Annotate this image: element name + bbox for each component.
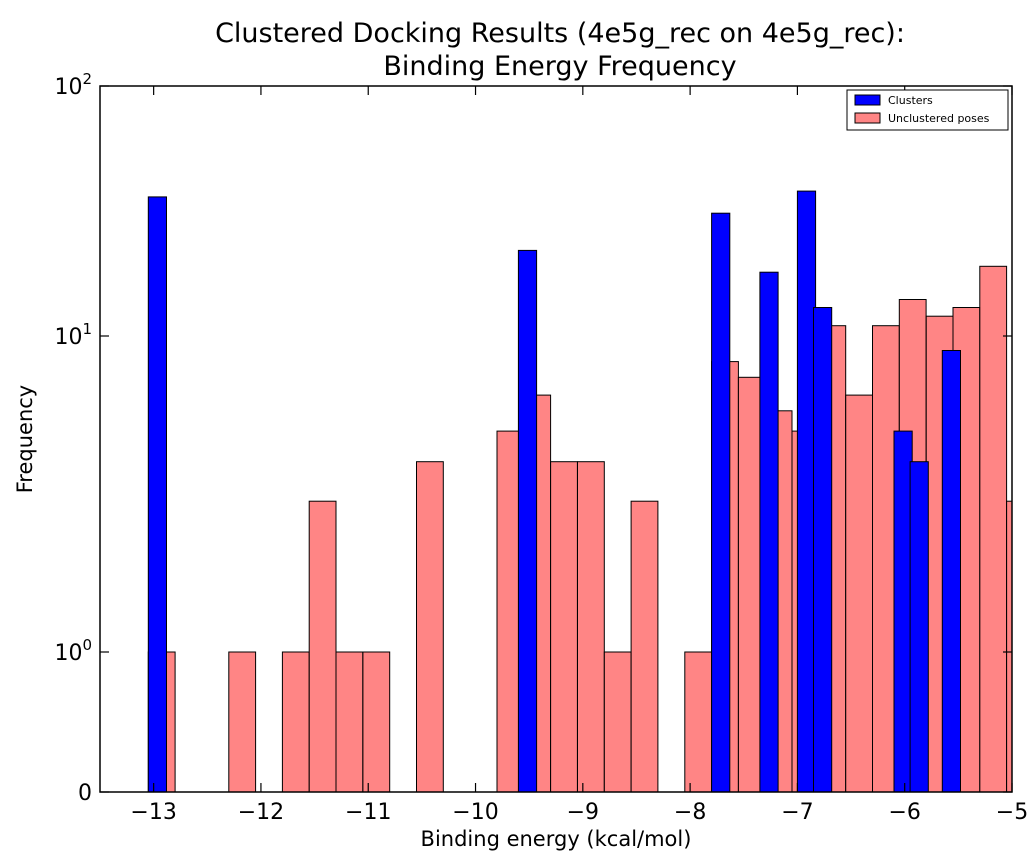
unclustered-bar-13 [684, 651, 713, 793]
unclustered-bar-24 [979, 265, 1008, 793]
x-tick-label-4: −9 [567, 800, 599, 825]
clusters-bar-8 [941, 350, 961, 793]
x-tick-label-3: −10 [452, 800, 498, 825]
x-tick-label-2: −11 [345, 800, 391, 825]
unclustered-bar-9 [550, 461, 578, 793]
clusters-bar-7 [909, 461, 929, 793]
unclustered-bar-25 [1006, 500, 1013, 793]
y-tick-label-3: 102 [54, 70, 92, 100]
chart-title: Clustered Docking Results (4e5g_rec on 4… [215, 18, 905, 82]
unclustered-bar-12 [630, 500, 659, 793]
x-tick-label-5: −8 [674, 800, 706, 825]
x-tick-label-8: −5 [996, 800, 1028, 825]
legend-label-unclustered: Unclustered poses [888, 112, 990, 125]
clusters-bar-4 [796, 190, 817, 793]
clusters-series [147, 190, 961, 793]
unclustered-bar-6 [416, 461, 444, 793]
y-tick-label-0: 0 [78, 781, 92, 806]
legend-label-clusters: Clusters [888, 94, 933, 107]
x-axis: −13 −12 −11 −10 −9 −8 −7 −6 −5 [130, 86, 1028, 825]
clusters-bar-3 [759, 271, 779, 793]
unclustered-bar-5 [362, 651, 391, 793]
chart-title-line-1: Clustered Docking Results (4e5g_rec on 4… [215, 18, 905, 49]
y-tick-label-1: 100 [54, 636, 92, 666]
clusters-bar-1 [517, 249, 538, 793]
x-axis-label: Binding energy (kcal/mol) [421, 827, 692, 851]
legend-swatch-unclustered [854, 112, 881, 124]
unclustered-bar-2 [281, 651, 310, 793]
legend-swatch-clusters [854, 94, 881, 106]
legend: Clusters Unclustered poses [846, 89, 1009, 131]
y-axis-label: Frequency [13, 385, 37, 494]
y-tick-label-2: 101 [54, 320, 92, 350]
chart-title-line-2: Binding Energy Frequency [383, 51, 736, 82]
unclustered-bar-1 [228, 651, 257, 793]
x-tick-label-7: −6 [888, 800, 920, 825]
clusters-bar-2 [711, 212, 731, 793]
plot-area-frame [99, 85, 1013, 793]
x-tick-label-0: −13 [130, 800, 176, 825]
unclustered-bar-4 [335, 651, 364, 793]
unclustered-bar-3 [308, 500, 337, 793]
unclustered-bar-11 [603, 651, 632, 793]
unclustered-bar-19 [845, 394, 874, 793]
y-axis: 0 100 101 102 [54, 70, 1012, 806]
clusters-bar-6 [893, 430, 913, 793]
clusters-bar-5 [813, 307, 833, 793]
unclustered-series [147, 265, 1013, 793]
clusters-bar-0 [147, 196, 168, 793]
x-tick-label-6: −7 [781, 800, 813, 825]
unclustered-bar-10 [577, 461, 605, 793]
x-tick-label-1: −12 [238, 800, 284, 825]
